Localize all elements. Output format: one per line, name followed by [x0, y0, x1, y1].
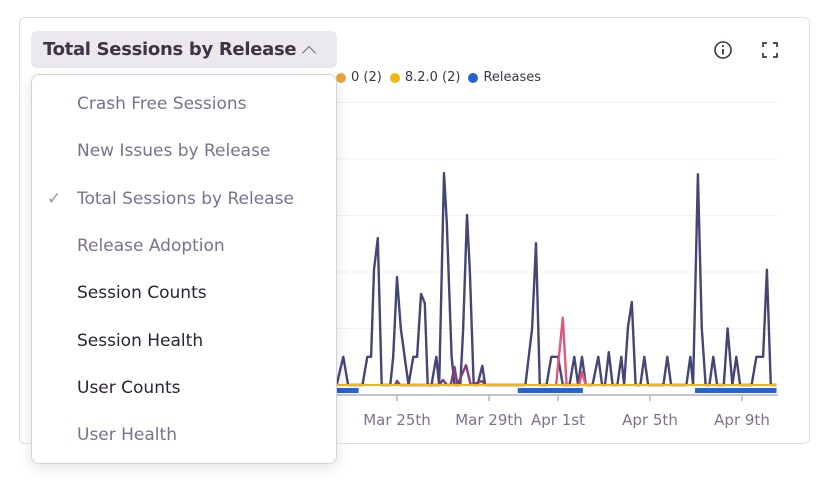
x-tick-label: Mar 25th — [363, 411, 431, 429]
series-lines — [335, 171, 777, 387]
legend-label: Releases — [483, 70, 542, 85]
x-tick-label: Apr 5th — [622, 411, 678, 429]
x-tick-label: Apr 9th — [714, 411, 770, 429]
chevron-up-icon — [302, 45, 317, 60]
menu-item-label: Session Health — [77, 330, 204, 351]
menu-item-label: Total Sessions by Release — [77, 188, 294, 209]
x-tick-label: Apr 1st — [531, 411, 585, 429]
release-bar[interactable] — [336, 388, 359, 393]
legend-swatch — [468, 72, 479, 83]
info-icon[interactable] — [713, 40, 733, 60]
release-bar[interactable] — [517, 388, 583, 393]
menu-item-total-sessions-by-release[interactable]: ✓ Total Sessions by Release — [32, 177, 336, 221]
legend-label: 8.2.0 (2) — [404, 70, 461, 85]
chart-type-dropdown-button[interactable]: Total Sessions by Release — [31, 31, 337, 68]
x-tick-label: Mar 29th — [455, 411, 523, 429]
legend-swatch — [336, 72, 346, 83]
menu-item-label: Crash Free Sessions — [77, 94, 247, 114]
legend-label: 0 (2) — [351, 70, 382, 85]
legend-swatch — [389, 72, 400, 83]
series-line-0[interactable] — [335, 171, 777, 387]
chart-type-menu: Crash Free Sessions New Issues by Release… — [31, 74, 337, 464]
chart-title: Total Sessions by Release — [43, 39, 297, 60]
menu-item-user-health[interactable]: User Health — [32, 413, 336, 457]
menu-item-label: User Counts — [77, 377, 181, 398]
release-bar[interactable] — [695, 388, 777, 393]
checkmark-icon: ✓ — [47, 188, 62, 209]
menu-item-release-adoption[interactable]: Release Adoption — [32, 224, 336, 268]
chart-legend: 0 (2) 8.2.0 (2) Releases — [336, 70, 541, 85]
expand-icon[interactable] — [760, 40, 780, 60]
legend-item[interactable]: Releases — [468, 70, 541, 85]
menu-item-label: Session Counts — [77, 283, 207, 304]
menu-item-crash-free-sessions[interactable]: Crash Free Sessions — [32, 82, 336, 126]
menu-item-label: New Issues by Release — [77, 141, 271, 162]
menu-item-new-issues-by-release[interactable]: New Issues by Release — [32, 129, 336, 173]
gridlines — [335, 102, 778, 329]
menu-item-session-health[interactable]: Session Health — [32, 319, 336, 363]
legend-item[interactable]: 8.2.0 (2) — [389, 70, 461, 85]
menu-item-user-counts[interactable]: User Counts — [32, 366, 336, 410]
legend-item[interactable]: 0 (2) — [336, 70, 382, 85]
release-bars — [336, 388, 777, 393]
menu-item-label: Release Adoption — [77, 235, 225, 256]
menu-item-session-counts[interactable]: Session Counts — [32, 271, 336, 315]
menu-item-label: User Health — [77, 425, 177, 446]
x-ticks: Mar 25th Mar 29th Apr 1st Apr 5th Apr 9th — [363, 395, 770, 429]
